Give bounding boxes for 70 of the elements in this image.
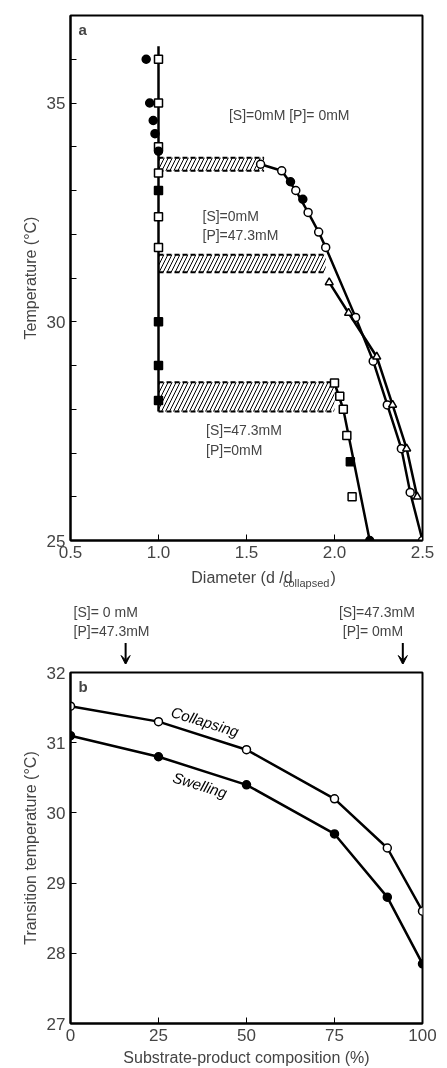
y-tick-label: 30 [46, 803, 66, 823]
point [153, 360, 164, 371]
annotation: a [78, 20, 88, 38]
point [405, 487, 415, 498]
x-tick-label: 25 [149, 1025, 168, 1045]
point [401, 443, 412, 452]
x-tick-label: 2.0 [322, 542, 347, 562]
point [329, 829, 340, 839]
point [347, 492, 357, 502]
y-tick-label: 27 [46, 1014, 66, 1034]
y-tick-label: 28 [46, 944, 66, 964]
point [153, 752, 164, 762]
point [141, 54, 151, 64]
x-tick-label: 100 [408, 1025, 437, 1045]
annotation: b [78, 677, 88, 695]
point [153, 54, 164, 64]
point [153, 168, 164, 178]
point [241, 744, 252, 755]
point [144, 98, 155, 108]
point [412, 491, 422, 500]
x-tick-label: 50 [237, 1025, 256, 1045]
y-tick-label: 30 [46, 312, 66, 332]
point [153, 185, 164, 196]
text: [S]=47.3mM [P]= 0mM [338, 604, 415, 640]
point [343, 307, 354, 317]
point [338, 404, 349, 414]
point [255, 159, 266, 169]
point [241, 780, 252, 790]
point [303, 207, 313, 218]
x-axis-title: Substrate-product composition (%) [123, 1048, 370, 1066]
point [335, 391, 345, 401]
y-axis-title: Transition temperature (°C) [21, 751, 39, 945]
point [150, 128, 160, 139]
point [153, 317, 164, 327]
point [153, 98, 164, 108]
point [153, 716, 164, 727]
annotation: [S]=47.3mM [P]=0mM [206, 422, 282, 458]
x-tick-label: 0 [65, 1025, 76, 1045]
point [342, 430, 352, 441]
y-tick-label: 31 [46, 733, 66, 753]
point [387, 399, 398, 408]
point [148, 115, 158, 126]
x-tick-label: 75 [325, 1025, 344, 1045]
point [329, 794, 340, 804]
y-tick-label: 35 [46, 94, 66, 113]
point [345, 457, 356, 467]
x-tick-label: 2.5 [410, 542, 435, 562]
y-axis-title: Temperature (°C) [21, 216, 39, 340]
point [324, 277, 334, 286]
point [313, 227, 324, 237]
point [276, 166, 287, 176]
annotation: [S]=0mM [P]= 0mM [228, 107, 350, 124]
point [153, 395, 164, 406]
point [153, 242, 164, 253]
y-tick-label: 32 [46, 663, 66, 683]
x-tick-label: 1.5 [234, 542, 259, 562]
point [382, 892, 393, 902]
point [153, 212, 164, 222]
point [329, 378, 340, 388]
point [371, 351, 382, 360]
point [291, 185, 301, 196]
y-tick-label: 29 [46, 874, 66, 894]
point [320, 242, 331, 253]
point [298, 194, 308, 204]
point [382, 843, 393, 853]
text: [S]= 0 mM [P]=47.3mM [73, 604, 150, 640]
point [153, 146, 164, 156]
x-tick-label: 1.0 [146, 542, 171, 562]
point [285, 177, 296, 187]
annotation: [S]=0mM [P]=47.3mM [202, 208, 279, 244]
